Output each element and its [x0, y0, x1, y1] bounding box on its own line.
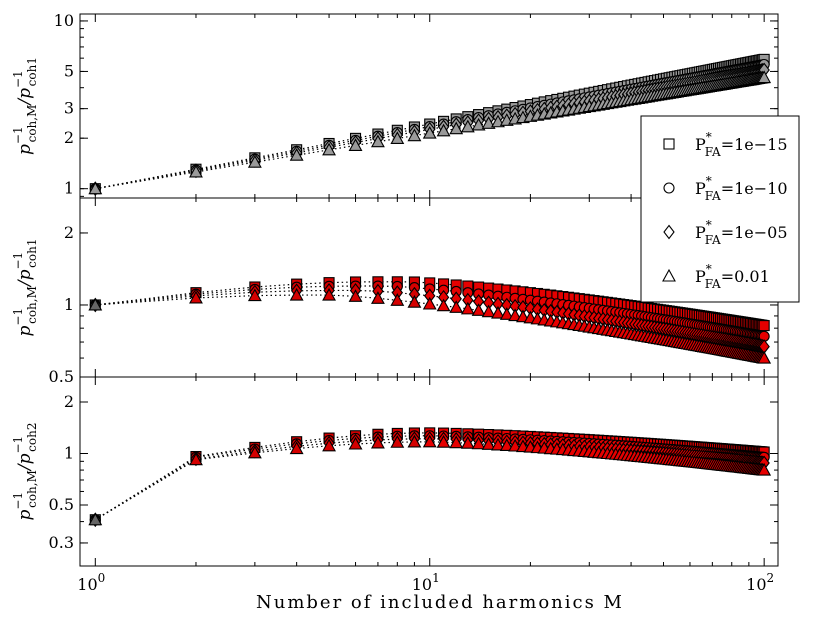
x-tick-label: 102 — [746, 571, 774, 594]
data-point-triangle — [390, 131, 405, 145]
y-tick-label: 0.5 — [49, 367, 74, 386]
data-point-triangle — [88, 512, 103, 526]
data-point-triangle — [289, 287, 304, 301]
data-point-triangle — [757, 350, 772, 364]
data-point-triangle — [390, 293, 405, 306]
data-point-triangle — [436, 298, 451, 312]
y-tick-label: 2 — [64, 392, 74, 411]
series-line — [94, 441, 765, 521]
data-point-triangle — [247, 288, 262, 302]
y-tick-label: 5 — [64, 61, 74, 80]
data-point-triangle — [289, 441, 304, 455]
data-point-triangle — [422, 296, 437, 310]
data-point-triangle — [407, 434, 422, 448]
data-point-triangle — [189, 452, 203, 466]
y-tick-label: 10 — [54, 11, 74, 30]
data-point-triangle — [289, 148, 304, 161]
data-point-triangle — [460, 119, 475, 133]
legend: P* FA=1e−15 P* FA=1e−10 P* FA=1e−05 P* FA=0.01 — [640, 115, 800, 303]
data-point-triangle — [370, 435, 385, 449]
y-axis-label: p−1coh,M/p−1coh1 — [11, 57, 39, 155]
y-tick-label: 1 — [64, 444, 74, 463]
legend-entry-square: P* FA=1e−15 — [663, 130, 788, 159]
data-point-triangle — [322, 438, 336, 452]
data-point-triangle — [449, 300, 464, 313]
data-point-triangle — [247, 155, 262, 168]
y-tick-label: 2 — [64, 223, 74, 242]
data-point-triangle — [422, 125, 437, 139]
series-diamond — [89, 283, 770, 354]
data-point-triangle — [407, 295, 422, 308]
panel-2: 0.5 1 2 p−1coh,M/p−1coh1 — [11, 197, 779, 386]
x-tick-label: 100 — [77, 571, 105, 594]
data-point-triangle — [508, 438, 523, 452]
data-point-triangle — [481, 304, 496, 318]
data-point-triangle — [471, 303, 486, 316]
legend-marker-diamond — [663, 224, 675, 240]
legend-label: P* FA=1e−15 — [695, 130, 788, 159]
panel-frame — [79, 376, 779, 567]
panel-1: 1 2 3 5 10 p−1coh,M/p−1coh1 — [11, 11, 779, 199]
data-point-triangle — [491, 305, 505, 319]
data-point-triangle — [422, 434, 437, 448]
data-point-triangle — [436, 123, 451, 137]
series-triangle — [88, 287, 772, 364]
data-point-triangle — [757, 462, 772, 476]
legend-entry-diamond: P* FA=1e−05 — [663, 218, 788, 247]
data-point-triangle — [471, 436, 486, 450]
data-point-triangle — [348, 289, 363, 302]
data-point-triangle — [757, 70, 772, 84]
legend-label: P* FA=0.01 — [695, 262, 770, 291]
data-point-triangle — [407, 128, 422, 142]
legend-label: P* FA=1e−10 — [695, 174, 788, 203]
y-axis-label: p−1coh,M/p−1coh1 — [11, 238, 39, 336]
panel-3: 0.3 0.5 1 2 p−1coh,M/p−1coh2 100 101 102 — [11, 376, 779, 594]
data-point-triangle — [491, 437, 505, 451]
legend-marker-circle — [663, 182, 675, 194]
legend-entry-circle: P* FA=1e−10 — [663, 174, 788, 203]
data-point-triangle — [247, 445, 262, 459]
legend-label: P* FA=1e−05 — [695, 218, 788, 247]
data-point-triangle — [460, 301, 475, 315]
data-point-triangle — [189, 164, 203, 178]
data-point-triangle — [348, 436, 363, 450]
legend-entry-triangle: P* FA=0.01 — [662, 262, 770, 291]
data-point-triangle — [481, 437, 496, 450]
legend-marker-triangle — [662, 268, 676, 282]
data-point-triangle — [499, 307, 514, 320]
data-point-triangle — [481, 116, 496, 129]
data-point-triangle — [449, 121, 464, 135]
y-tick-label: 1 — [64, 295, 74, 314]
series-triangle — [88, 70, 772, 195]
data-point-triangle — [390, 435, 405, 448]
y-tick-label: 1 — [64, 179, 74, 198]
data-point-triangle — [471, 117, 486, 131]
data-point-square — [758, 320, 770, 332]
y-tick-label: 0.5 — [49, 495, 74, 514]
legend-marker-square — [663, 138, 675, 150]
data-point-triangle — [436, 435, 451, 448]
y-axis-label: p−1coh,M/p−1coh2 — [11, 422, 39, 520]
data-point-triangle — [370, 291, 385, 304]
data-point-triangle — [88, 297, 103, 311]
data-point-triangle — [499, 438, 514, 452]
y-tick-label: 2 — [64, 128, 74, 147]
data-point-triangle — [508, 308, 523, 322]
data-point-triangle — [370, 134, 385, 148]
x-axis-label: Number of included harmonics M — [256, 592, 624, 613]
y-tick-label: 3 — [64, 99, 74, 118]
data-point-triangle — [460, 436, 475, 449]
y-tick-label: 0.3 — [49, 533, 74, 552]
data-point-triangle — [449, 435, 464, 449]
series-triangle — [88, 434, 772, 526]
data-point-triangle — [322, 142, 336, 156]
x-tick-label: 101 — [412, 571, 440, 594]
data-point-triangle — [348, 138, 363, 151]
data-point-triangle — [189, 290, 203, 304]
data-point-triangle — [322, 287, 336, 301]
data-point-triangle — [88, 181, 103, 195]
